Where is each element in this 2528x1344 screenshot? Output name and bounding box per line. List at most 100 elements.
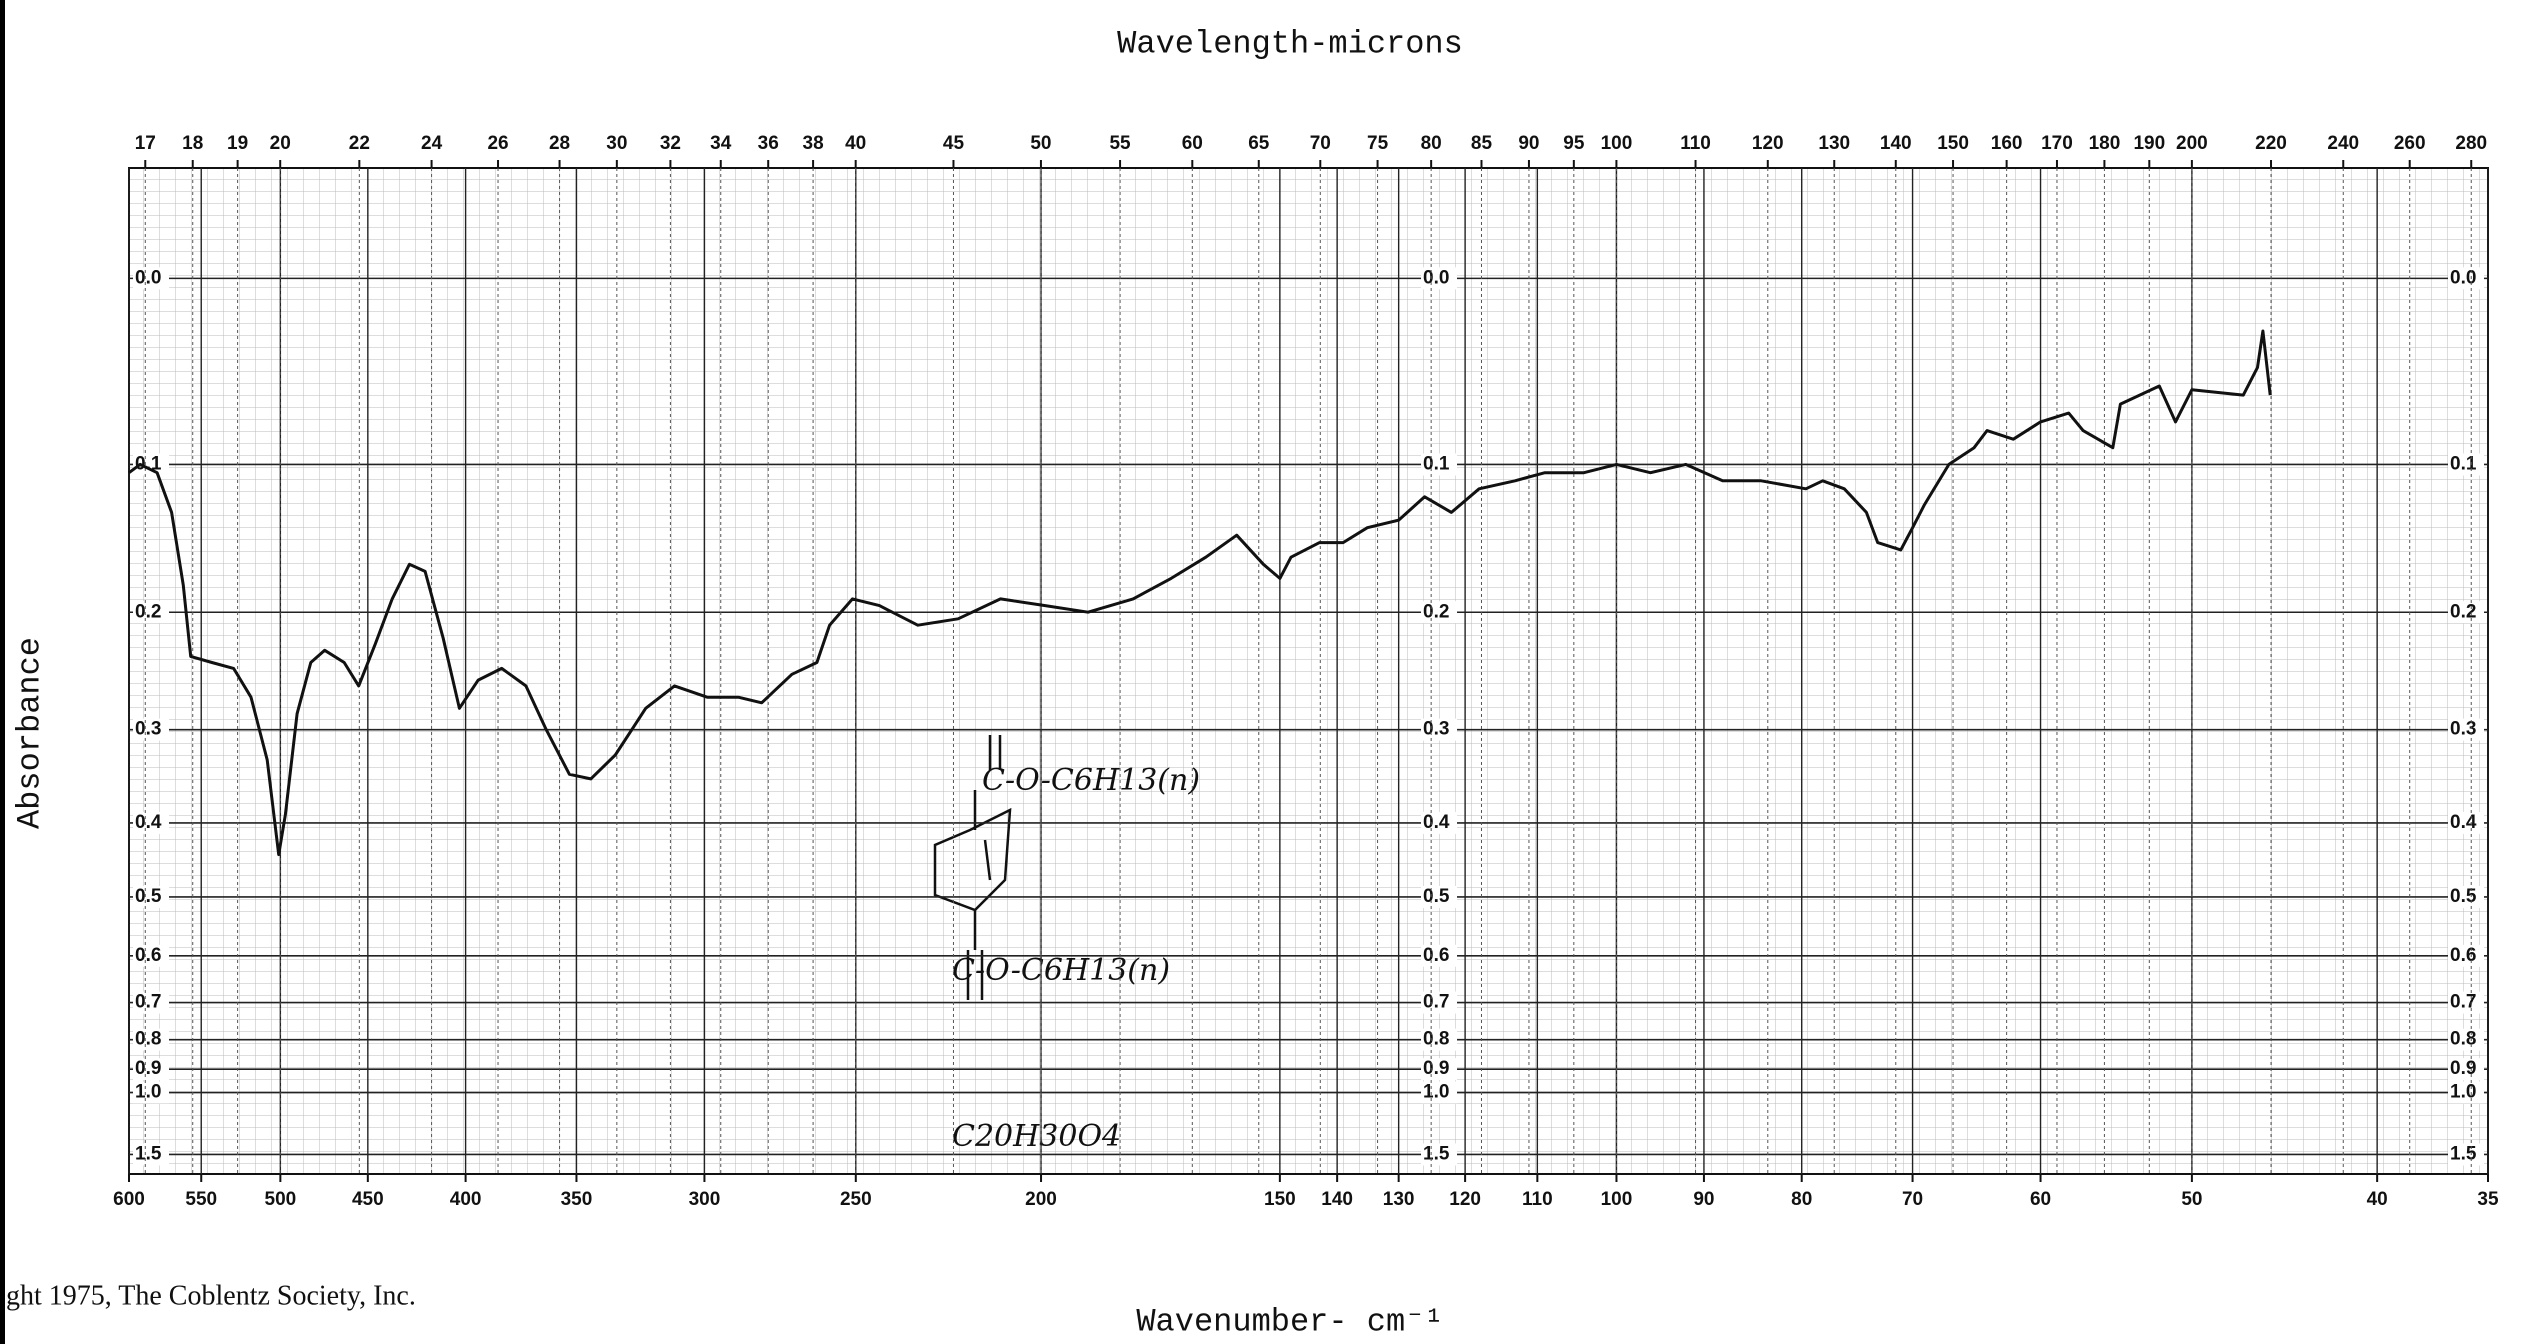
x-tick-label: 80 <box>1791 1189 1812 1210</box>
y-tick-label: 0.9 <box>2450 1058 2476 1079</box>
y-tick-label: 0.5 <box>1423 886 1450 907</box>
y-tick-label-bg <box>133 1058 169 1081</box>
y-tick-label-bg <box>133 1143 169 1166</box>
y-tick-label: 0.9 <box>135 1058 161 1079</box>
x2-tick-label: 30 <box>606 133 627 154</box>
graph-paper <box>129 168 2488 1174</box>
y-tick-label-bg <box>2448 718 2484 741</box>
x2-tick-label: 220 <box>2255 133 2287 154</box>
copyright: ght 1975, The Coblentz Society, Inc. <box>6 1280 416 1311</box>
y-tick-label: 1.0 <box>1423 1082 1449 1103</box>
x2-tick-label: 40 <box>845 133 866 154</box>
y-tick-label-bg <box>1421 1028 1458 1051</box>
y-tick-label: 0.7 <box>1423 992 1449 1013</box>
y-tick-label-bg <box>2448 601 2484 624</box>
y-tick-label: 0.1 <box>135 453 162 474</box>
y-tick-label-bg <box>2448 1143 2484 1166</box>
x2-tick-label: 110 <box>1680 133 1711 154</box>
x2-tick-label: 50 <box>1030 133 1051 154</box>
annotation: C-O-C6H13(n) <box>952 953 1170 988</box>
y-tick-label: 0.4 <box>2450 812 2477 833</box>
y-tick-label-bg <box>1421 453 1458 476</box>
x2-tick-label: 28 <box>549 133 570 154</box>
x2-tick-label: 80 <box>1421 133 1442 154</box>
x2-tick-label: 190 <box>2133 133 2165 154</box>
y-tick-label-bg <box>1421 811 1458 834</box>
y-axis-label: Absorbance <box>11 637 48 829</box>
x-tick-label: 35 <box>2477 1189 2499 1210</box>
x2-tick-label: 200 <box>2176 133 2208 154</box>
x-tick-label: 70 <box>1902 1189 1923 1210</box>
x2-tick-label: 60 <box>1182 133 1203 154</box>
y-tick-label: 1.5 <box>2450 1143 2477 1164</box>
y-tick-label: 0.8 <box>1423 1029 1449 1050</box>
y-tick-label: 0.9 <box>1423 1058 1449 1079</box>
annotation: C-O-C6H13(n) <box>982 763 1200 798</box>
y-tick-label: 0.7 <box>2450 992 2476 1013</box>
x-tick-label: 150 <box>1264 1189 1296 1210</box>
y-tick-label-bg <box>133 453 169 476</box>
y-tick-label-bg <box>133 991 169 1014</box>
x2-tick-label: 17 <box>135 133 156 154</box>
x2-tick-label: 22 <box>349 133 370 154</box>
y-tick-label-bg <box>133 1028 169 1051</box>
x2-tick-label: 38 <box>803 133 824 154</box>
scan-edge <box>0 0 5 1344</box>
y-tick-label: 0.6 <box>135 945 161 966</box>
x2-tick-label: 20 <box>270 133 291 154</box>
x-tick-label: 400 <box>450 1189 482 1210</box>
y-tick-label: 0.5 <box>135 886 162 907</box>
y-tick-label-bg <box>2448 1081 2484 1104</box>
y-tick-label-bg <box>1421 885 1458 908</box>
y-tick-label: 1.5 <box>135 1143 162 1164</box>
x2-tick-label: 34 <box>710 133 732 154</box>
y-tick-label: 0.0 <box>1423 267 1449 288</box>
y-tick-label: 0.8 <box>135 1029 161 1050</box>
y-tick-label-bg <box>133 944 169 967</box>
y-tick-label: 0.3 <box>1423 719 1449 740</box>
y-tick-label: 0.6 <box>1423 945 1449 966</box>
y-tick-label: 0.0 <box>2450 267 2476 288</box>
x2-tick-label: 150 <box>1937 133 1969 154</box>
y-tick-label-bg <box>2448 453 2484 476</box>
x-tick-label: 200 <box>1025 1189 1057 1210</box>
y-tick-label: 0.3 <box>2450 719 2476 740</box>
x-tick-label: 40 <box>2367 1189 2388 1210</box>
y-tick-label-bg <box>1421 601 1458 624</box>
y-tick-label-bg <box>1421 1058 1458 1081</box>
x-tick-label: 300 <box>689 1189 721 1210</box>
x2-tick-label: 45 <box>943 133 965 154</box>
x-tick-label: 60 <box>2030 1189 2051 1210</box>
y-tick-label: 1.0 <box>2450 1082 2476 1103</box>
x-tick-label: 130 <box>1383 1189 1415 1210</box>
y-tick-label-bg <box>2448 885 2484 908</box>
y-tick-label: 1.0 <box>135 1082 161 1103</box>
x2-tick-label: 85 <box>1471 133 1493 154</box>
y-tick-label-bg <box>1421 991 1458 1014</box>
x2-tick-label: 90 <box>1518 133 1539 154</box>
y-tick-label-bg <box>1421 267 1458 290</box>
structure-drawing <box>933 735 1012 1000</box>
y-tick-label-bg <box>2448 267 2484 290</box>
y-tick-label: 0.8 <box>2450 1029 2476 1050</box>
x-tick-label: 500 <box>265 1189 297 1210</box>
x2-tick-label: 19 <box>227 133 248 154</box>
y-tick-label-bg <box>2448 944 2484 967</box>
x2-tick-label: 70 <box>1310 133 1331 154</box>
x-tick-label: 100 <box>1601 1189 1633 1210</box>
y-tick-label: 0.6 <box>2450 945 2476 966</box>
y-tick-label: 0.2 <box>135 601 161 622</box>
x2-tick-label: 280 <box>2455 133 2487 154</box>
x-tick-label: 550 <box>185 1189 217 1210</box>
y-tick-label-bg <box>133 885 169 908</box>
x-tick-label: 110 <box>1522 1189 1553 1210</box>
y-tick-label-bg <box>1421 944 1458 967</box>
x2-tick-label: 140 <box>1880 133 1912 154</box>
y-tick-label-bg <box>1421 718 1458 741</box>
y-tick-label: 0.0 <box>135 267 161 288</box>
y-tick-label-bg <box>2448 991 2484 1014</box>
x-axis-label: Wavenumber- cm⁻¹ <box>1136 1303 1443 1340</box>
y-tick-label-bg <box>133 601 169 624</box>
y-tick-label: 0.3 <box>135 719 161 740</box>
